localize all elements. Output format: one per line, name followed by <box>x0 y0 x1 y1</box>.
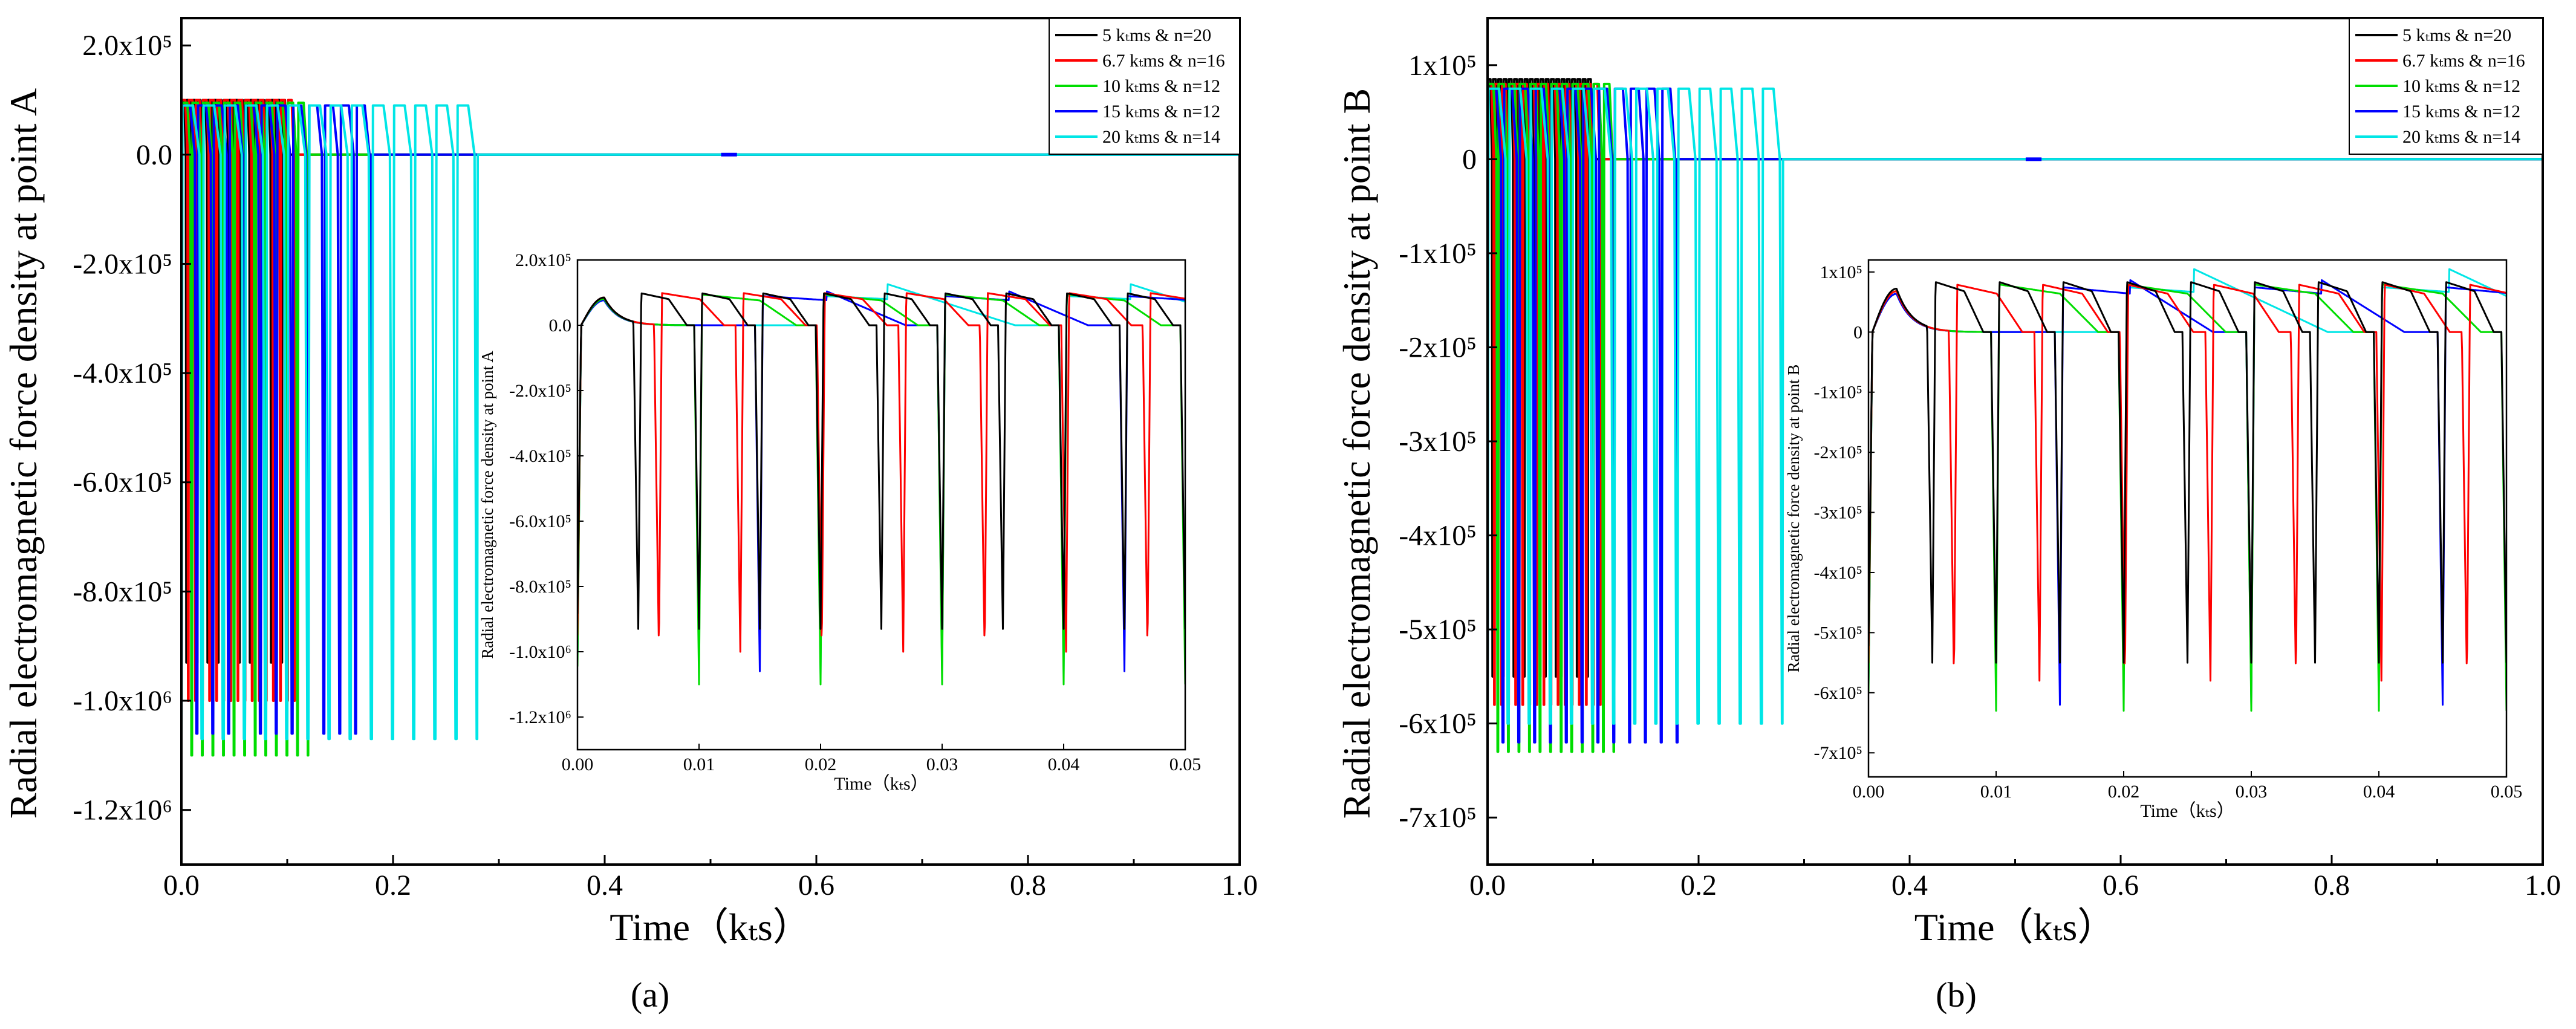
x-tick-label: 0.4 <box>1891 869 1928 901</box>
inset-frame <box>1867 259 2508 778</box>
y-tick-label: -2.0x10⁵ <box>73 248 172 280</box>
inset-x-tick-label: 0.05 <box>2491 782 2523 802</box>
x-tick-label: 0.2 <box>1680 869 1717 901</box>
legend-label: 10 kₜms & n=12 <box>1102 76 1220 96</box>
inset-x-axis-title: Time（kₜs） <box>834 774 928 794</box>
inset-y-tick-label: 2.0x10⁵ <box>515 250 571 270</box>
inset-y-tick-label: -6.0x10⁵ <box>509 511 571 531</box>
inset-y-tick-label: -4.0x10⁵ <box>509 446 571 466</box>
inset-y-tick-label: -1.2x10⁶ <box>509 707 571 727</box>
legend: 5 kₜms & n=20 6.7 kₜms & n=16 10 kₜms & n=… <box>1049 18 1240 155</box>
x-tick-label: 0.6 <box>2103 869 2139 901</box>
y-tick-label: 1x10⁵ <box>1408 50 1477 82</box>
y-tick-label: 0.0 <box>136 139 172 171</box>
inset-x-tick-label: 0.00 <box>562 755 594 774</box>
inset-y-axis-title: Radial electromagnetic force density at … <box>478 351 496 659</box>
inset-x-tick-label: 0.00 <box>1853 782 1885 802</box>
y-tick-label: -7x10⁵ <box>1399 802 1477 834</box>
x-tick-label: 0.6 <box>798 869 834 901</box>
x-tick-label: 0.4 <box>587 869 623 901</box>
y-tick-label: 2.0x10⁵ <box>82 30 172 62</box>
inset-chart: 0.00 0.01 0.02 0.03 0.04 0.05 1x10⁵ 0 -1x10⁵ -2x1… <box>1784 259 2523 821</box>
x-tick-label: 0.0 <box>1469 869 1506 901</box>
x-tick-label: 0.8 <box>1010 869 1046 901</box>
inset-y-tick-label: -3x10⁵ <box>1814 503 1862 523</box>
inset-series-line-2 <box>577 292 1185 653</box>
x-tick-label: 0.0 <box>163 869 200 901</box>
x-axis-title: Time（kₜs） <box>610 906 812 949</box>
inset-chart: 0.00 0.01 0.02 0.03 0.04 0.05 2.0x10⁵ 0.0 -2.0x1… <box>478 250 1201 794</box>
series-group <box>1488 78 2543 753</box>
y-tick-label: -6.0x10⁵ <box>73 467 172 499</box>
inset-y-tick-label: -7x10⁵ <box>1814 743 1862 763</box>
inset-x-tick-label: 0.03 <box>926 755 958 774</box>
panel-a: 0.0 0.2 0.4 0.6 0.8 1.0 2.0x10⁵ 0.0 -2.0x10⁵ -4.0… <box>2 17 1258 1014</box>
y-tick-label: -5x10⁵ <box>1399 614 1477 646</box>
inset-y-axis-title: Radial electromagnetic force density at … <box>1784 365 1803 673</box>
y-tick-label: -1x10⁵ <box>1399 238 1477 270</box>
inset-x-tick-label: 0.03 <box>2236 782 2268 802</box>
legend-label: 10 kₜms & n=12 <box>2402 76 2520 96</box>
inset-series-line-1 <box>1869 281 2506 664</box>
y-tick-label: -1.2x10⁶ <box>73 794 172 826</box>
series-line-4 <box>1488 87 2543 744</box>
series-line-2 <box>181 99 1240 702</box>
y-tick-label: -4.0x10⁵ <box>73 357 172 389</box>
series-line-4 <box>181 104 1240 735</box>
y-tick-label: -8.0x10⁵ <box>73 576 172 608</box>
inset-y-tick-label: -5x10⁵ <box>1814 623 1862 643</box>
inset-x-tick-label: 0.02 <box>2108 782 2140 802</box>
inset-series-group <box>577 283 1185 686</box>
y-axis-title: Radial electromagnetic force density at … <box>2 88 45 819</box>
inset-x-tick-label: 0.04 <box>2363 782 2395 802</box>
y-tick-label: -6x10⁵ <box>1399 708 1477 740</box>
inset-series-line-1 <box>577 292 1185 630</box>
inset-y-tick-label: 0 <box>1853 322 1862 342</box>
y-tick-label: -3x10⁵ <box>1399 426 1477 458</box>
inset-x-tick-label: 0.01 <box>1980 782 2012 802</box>
x-tick-label: 1.0 <box>1221 869 1258 901</box>
inset-x-tick-label: 0.05 <box>1169 755 1202 774</box>
y-axis-title: Radial electromagnetic force density at … <box>1335 88 1378 819</box>
inset-y-tick-label: -2x10⁵ <box>1814 443 1862 463</box>
inset-y-tick-label: 0.0 <box>549 316 572 336</box>
series-line-5 <box>181 104 1240 741</box>
inset-y-tick-label: -2.0x10⁵ <box>509 381 571 401</box>
inset-y-tick-label: -4x10⁵ <box>1814 563 1862 583</box>
legend-label: 20 kₜms & n=14 <box>1102 127 1220 147</box>
series-group <box>181 99 1240 757</box>
legend-label: 5 kₜms & n=20 <box>1102 25 1211 45</box>
inset-y-tick-label: -8.0x10⁵ <box>509 577 571 597</box>
legend: 5 kₜms & n=20 6.7 kₜms & n=16 10 kₜms & n=… <box>2349 18 2543 155</box>
y-tick-label: -4x10⁵ <box>1399 520 1477 552</box>
x-tick-label: 0.8 <box>2314 869 2350 901</box>
legend-label: 5 kₜms & n=20 <box>2402 25 2511 45</box>
legend-label: 15 kₜms & n=12 <box>1102 102 1220 122</box>
x-tick-label: 0.2 <box>375 869 411 901</box>
series-line-5 <box>1488 87 2543 725</box>
legend-label: 6.7 kₜms & n=16 <box>2402 51 2525 71</box>
y-tick-label: 0 <box>1462 143 1477 175</box>
x-tick-label: 1.0 <box>2525 869 2561 901</box>
legend-label: 20 kₜms & n=14 <box>2402 127 2520 147</box>
panel-label: (b) <box>1936 975 1977 1014</box>
inset-x-tick-label: 0.04 <box>1048 755 1080 774</box>
inset-y-tick-label: -6x10⁵ <box>1814 683 1862 703</box>
y-tick-label: -1.0x10⁶ <box>73 685 172 717</box>
inset-y-tick-label: -1.0x10⁶ <box>509 642 571 662</box>
panel-b: 0.0 0.2 0.4 0.6 0.8 1.0 1x10⁵ 0 -1x10⁵ -2x10⁵ -3x1… <box>1335 17 2561 1014</box>
y-tick-label: -2x10⁵ <box>1399 331 1477 363</box>
panel-label: (a) <box>631 975 669 1014</box>
inset-x-axis-title: Time（kₜs） <box>2140 801 2234 821</box>
inset-y-tick-label: -1x10⁵ <box>1814 383 1862 403</box>
inset-y-tick-label: 1x10⁵ <box>1820 262 1862 282</box>
inset-frame <box>576 259 1186 751</box>
x-axis-title: Time（kₜs） <box>1914 906 2116 949</box>
inset-series-group <box>1869 268 2506 712</box>
inset-x-tick-label: 0.02 <box>805 755 837 774</box>
legend-label: 6.7 kₜms & n=16 <box>1102 51 1225 71</box>
inset-x-tick-label: 0.01 <box>683 755 715 774</box>
legend-label: 15 kₜms & n=12 <box>2402 102 2520 122</box>
